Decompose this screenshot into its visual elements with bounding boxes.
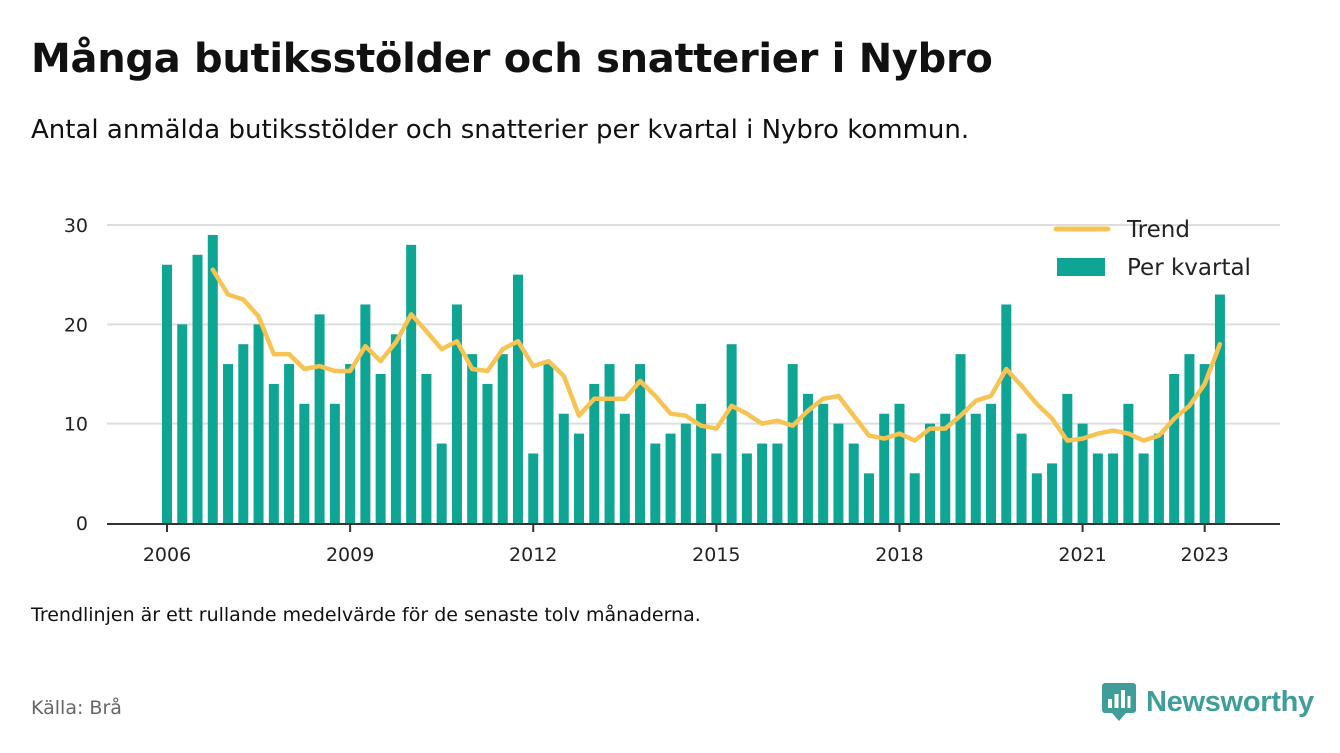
x-tick-label: 2018 (875, 544, 923, 566)
bar-per-kvartal (680, 423, 691, 523)
bar-per-kvartal (177, 324, 188, 523)
bar-per-kvartal (329, 403, 340, 523)
bar-per-kvartal (986, 403, 997, 523)
legend-bar-label: Per kvartal (1127, 255, 1251, 281)
bar-per-kvartal (512, 274, 523, 523)
bar-per-kvartal (375, 374, 386, 523)
bar-per-kvartal (589, 383, 600, 523)
bar-per-kvartal (894, 403, 905, 523)
source: Källa: Brå (31, 697, 122, 719)
bar-per-kvartal (574, 433, 585, 523)
bar-per-kvartal (497, 354, 508, 523)
bar-per-kvartal (1031, 473, 1042, 523)
gridlines (107, 224, 1280, 425)
x-tick-label: 2006 (143, 544, 191, 566)
bar-per-kvartal (696, 403, 707, 523)
bar-per-kvartal (543, 364, 554, 523)
bar-per-kvartal (467, 354, 478, 523)
bar-per-kvartal (1123, 403, 1134, 523)
bar-per-kvartal (1153, 433, 1164, 523)
bar-per-kvartal (604, 364, 615, 523)
trend-line (210, 267, 1223, 443)
bar-per-kvartal (451, 304, 462, 523)
bar-per-kvartal (1001, 304, 1012, 523)
bar-per-kvartal (1016, 433, 1027, 523)
bar-per-kvartal (970, 413, 981, 523)
bar-per-kvartal (909, 473, 920, 523)
bar-per-kvartal (650, 443, 661, 523)
bar-per-kvartal (360, 304, 371, 523)
bar-per-kvartal (345, 364, 356, 523)
bar-per-kvartal (848, 443, 859, 523)
legend-bar-swatch (1057, 258, 1105, 276)
bar-per-kvartal (1199, 364, 1210, 523)
bar-per-kvartal (955, 354, 966, 523)
bar-per-kvartal (162, 264, 172, 523)
bar-per-kvartal (1169, 374, 1180, 523)
bar-per-kvartal (390, 334, 401, 523)
chart: 0 10 20 30 2006 2009 2012 2015 2018 2021 2023 Tre… (64, 215, 1280, 566)
bar-per-kvartal (207, 234, 218, 523)
bar-per-kvartal (238, 344, 249, 523)
x-tick-label: 2021 (1058, 544, 1106, 566)
y-tick-label: 20 (64, 314, 88, 336)
bar-per-kvartal (1077, 423, 1088, 523)
y-tick-label: 10 (64, 414, 88, 436)
bar-per-kvartal (253, 324, 264, 523)
bar-per-kvartal (1047, 463, 1058, 523)
footnote: Trendlinjen är ett rullande medelvärde f… (31, 604, 701, 626)
y-axis-labels: 0 10 20 30 (64, 215, 88, 535)
newsworthy-logo-icon (1102, 683, 1136, 721)
x-tick-label: 2009 (326, 544, 374, 566)
bar-per-kvartal (925, 423, 935, 523)
bar-per-kvartal (1108, 453, 1119, 523)
bar-per-kvartal (528, 453, 539, 523)
bar-per-kvartal (802, 393, 813, 523)
bar-per-kvartal (223, 364, 234, 523)
bar-per-kvartal (482, 383, 493, 523)
bar-per-kvartal (726, 344, 737, 523)
bar-per-kvartal (299, 403, 310, 523)
x-tick-label: 2012 (509, 544, 557, 566)
chart-subtitle: Antal anmälda butiksstölder och snatteri… (31, 115, 970, 145)
bar-per-kvartal (940, 413, 951, 523)
bar-per-kvartal (787, 364, 798, 523)
bar-per-kvartal (879, 413, 890, 523)
x-axis-ticks: 2006 2009 2012 2015 2018 2021 2023 (143, 525, 1229, 566)
legend: Trend Per kvartal (1053, 217, 1251, 281)
bar-per-kvartal (757, 443, 768, 523)
x-tick-label: 2023 (1181, 544, 1229, 566)
bar-per-kvartal (406, 244, 417, 523)
bar-per-kvartal (421, 374, 432, 523)
bar-per-kvartal (1214, 294, 1225, 523)
x-tick-label: 2015 (692, 544, 740, 566)
chart-title: Många butiksstölder och snatterier i Nyb… (31, 36, 993, 82)
brand-logo: Newsworthy (1102, 683, 1314, 721)
bar-per-kvartal (863, 473, 874, 523)
bar-per-kvartal (741, 453, 752, 523)
bar-per-kvartal (558, 413, 569, 523)
bar-per-kvartal (1184, 354, 1195, 523)
bar-per-kvartal (818, 403, 829, 523)
bars-per-kvartal (162, 234, 1225, 524)
bar-per-kvartal (711, 453, 722, 523)
bar-per-kvartal (833, 423, 844, 523)
bar-per-kvartal (665, 433, 676, 523)
bar-per-kvartal (192, 254, 203, 524)
bar-per-kvartal (314, 314, 325, 523)
bar-per-kvartal (268, 383, 279, 523)
legend-trend-label: Trend (1126, 217, 1190, 243)
brand-name: Newsworthy (1146, 685, 1314, 718)
bar-per-kvartal (1092, 453, 1103, 523)
bar-per-kvartal (436, 443, 447, 523)
bar-per-kvartal (772, 443, 783, 523)
bar-per-kvartal (1138, 453, 1149, 523)
bar-per-kvartal (1062, 393, 1073, 523)
y-tick-label: 0 (76, 513, 88, 535)
y-tick-label: 30 (64, 215, 88, 237)
bar-per-kvartal (619, 413, 630, 523)
bar-per-kvartal (635, 364, 646, 523)
bar-per-kvartal (284, 364, 295, 523)
